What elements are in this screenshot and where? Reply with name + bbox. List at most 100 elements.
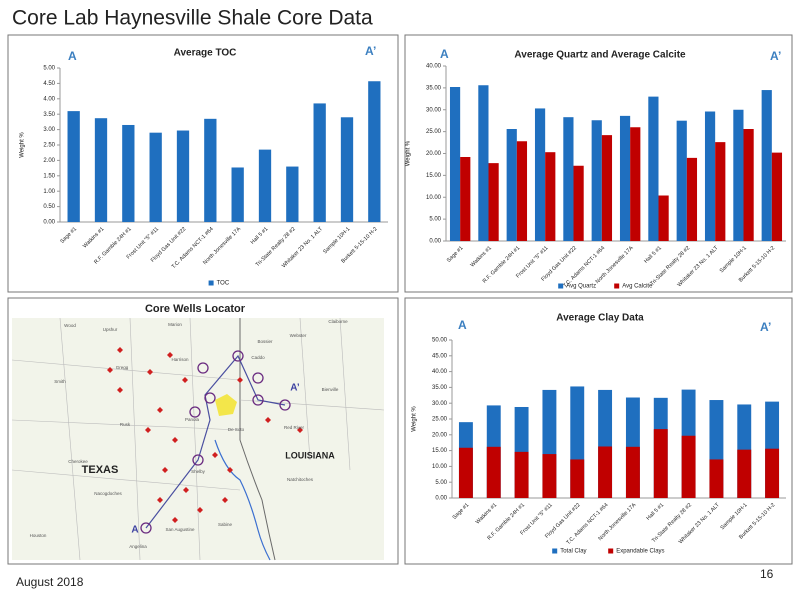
bar <box>313 103 326 222</box>
chart-title: Average Quartz and Average Calcite <box>514 50 686 61</box>
legend-label: Avg Calcite <box>622 284 653 290</box>
county-line <box>129 317 141 561</box>
lease-marker <box>222 497 228 503</box>
bar <box>771 152 783 241</box>
bar <box>570 459 585 498</box>
map-label: Rusk <box>120 422 131 427</box>
bar <box>601 135 613 241</box>
section-marker: A <box>68 49 77 63</box>
map-label: Marion <box>168 322 182 327</box>
map-label: Smith <box>54 379 66 384</box>
footer-date: August 2018 <box>16 575 84 589</box>
map-label: De Soto <box>228 427 245 432</box>
y-tick-label: 50.00 <box>432 338 448 344</box>
legend-swatch <box>608 548 614 554</box>
y-axis-label: Weight % <box>20 132 26 158</box>
state-line <box>239 318 276 561</box>
bar <box>204 118 217 222</box>
page-number: 16 <box>760 567 774 581</box>
map-label: Houston <box>30 533 47 538</box>
legend-label: Total Clay <box>560 549 586 555</box>
y-tick-label: 40.00 <box>432 369 448 375</box>
map: Core Wells Locator TEXAS LOUISIANA A A’ Wood U… <box>11 303 385 561</box>
lease-marker <box>157 407 163 413</box>
legend-swatch <box>614 283 620 289</box>
y-tick-label: 35.00 <box>426 85 442 91</box>
bar <box>514 451 529 498</box>
yellow-field <box>215 394 237 416</box>
lease-marker <box>182 377 188 383</box>
river <box>214 439 271 561</box>
bar <box>478 85 489 241</box>
y-tick-label: 4.50 <box>43 81 55 87</box>
map-label: A’ <box>290 383 300 394</box>
bar <box>516 141 528 241</box>
bar <box>460 157 471 241</box>
bar <box>761 90 772 241</box>
bar <box>704 111 716 241</box>
county-line <box>59 317 81 561</box>
bar <box>149 132 162 222</box>
y-tick-label: 30.00 <box>426 107 442 113</box>
toc-panel <box>7 34 399 293</box>
bar <box>542 454 557 498</box>
map-label: Panola <box>185 417 200 422</box>
section-marker: A’ <box>365 44 376 58</box>
well-marker <box>252 372 264 384</box>
bar <box>630 127 641 241</box>
lease-marker <box>212 452 218 458</box>
lease-marker <box>237 377 243 383</box>
bar <box>486 446 501 498</box>
bar <box>449 87 461 241</box>
county-line <box>11 469 241 491</box>
bar <box>286 166 299 222</box>
map-label: Cherokee <box>68 459 88 464</box>
y-tick-label: 3.50 <box>43 112 55 118</box>
legend-label: Avg Quartz <box>566 284 596 290</box>
lease-marker <box>265 417 271 423</box>
map-label: Harrison <box>171 357 189 362</box>
map-label: Caddo <box>251 355 265 360</box>
y-tick-label: 45.00 <box>432 353 448 359</box>
county-line <box>299 317 311 461</box>
bar <box>340 117 354 222</box>
bar <box>653 429 668 498</box>
section-marker: A <box>440 47 449 61</box>
map-label: Webster <box>290 333 307 338</box>
section-marker: A <box>458 318 467 332</box>
y-tick-label: 2.50 <box>43 143 55 149</box>
well-marker <box>189 406 201 418</box>
lease-marker <box>227 467 233 473</box>
county-line <box>11 419 241 431</box>
y-tick-label: 1.50 <box>43 173 55 179</box>
map-label: Claiborne <box>328 319 348 324</box>
map-label: Upshur <box>103 327 118 332</box>
y-axis-label: Weight % <box>406 140 412 166</box>
bar <box>258 149 272 222</box>
y-tick-label: 5.00 <box>429 217 441 223</box>
bar <box>67 111 80 222</box>
bar <box>619 115 631 241</box>
bar <box>658 195 669 241</box>
map-title: Core Wells Locator <box>145 303 246 315</box>
bar <box>648 96 659 241</box>
lease-marker <box>107 367 113 373</box>
lease-marker <box>167 352 173 358</box>
bar <box>598 446 613 498</box>
bar <box>625 446 640 498</box>
section-line <box>145 354 286 529</box>
map-label: Natchitoches <box>287 477 314 482</box>
y-tick-label: 15.00 <box>432 448 448 454</box>
slide-title: Core Lab Haynesville Shale Core Data <box>12 7 373 30</box>
map-label: Gregg <box>116 365 129 370</box>
legend-swatch <box>558 283 564 289</box>
bar <box>681 435 696 498</box>
bar <box>176 130 190 222</box>
well-marker <box>197 362 209 374</box>
bar <box>737 449 752 498</box>
well-marker <box>140 522 152 534</box>
y-tick-label: 0.50 <box>43 204 55 210</box>
y-tick-label: 0.00 <box>43 220 55 226</box>
map-label: Angelina <box>129 544 147 549</box>
